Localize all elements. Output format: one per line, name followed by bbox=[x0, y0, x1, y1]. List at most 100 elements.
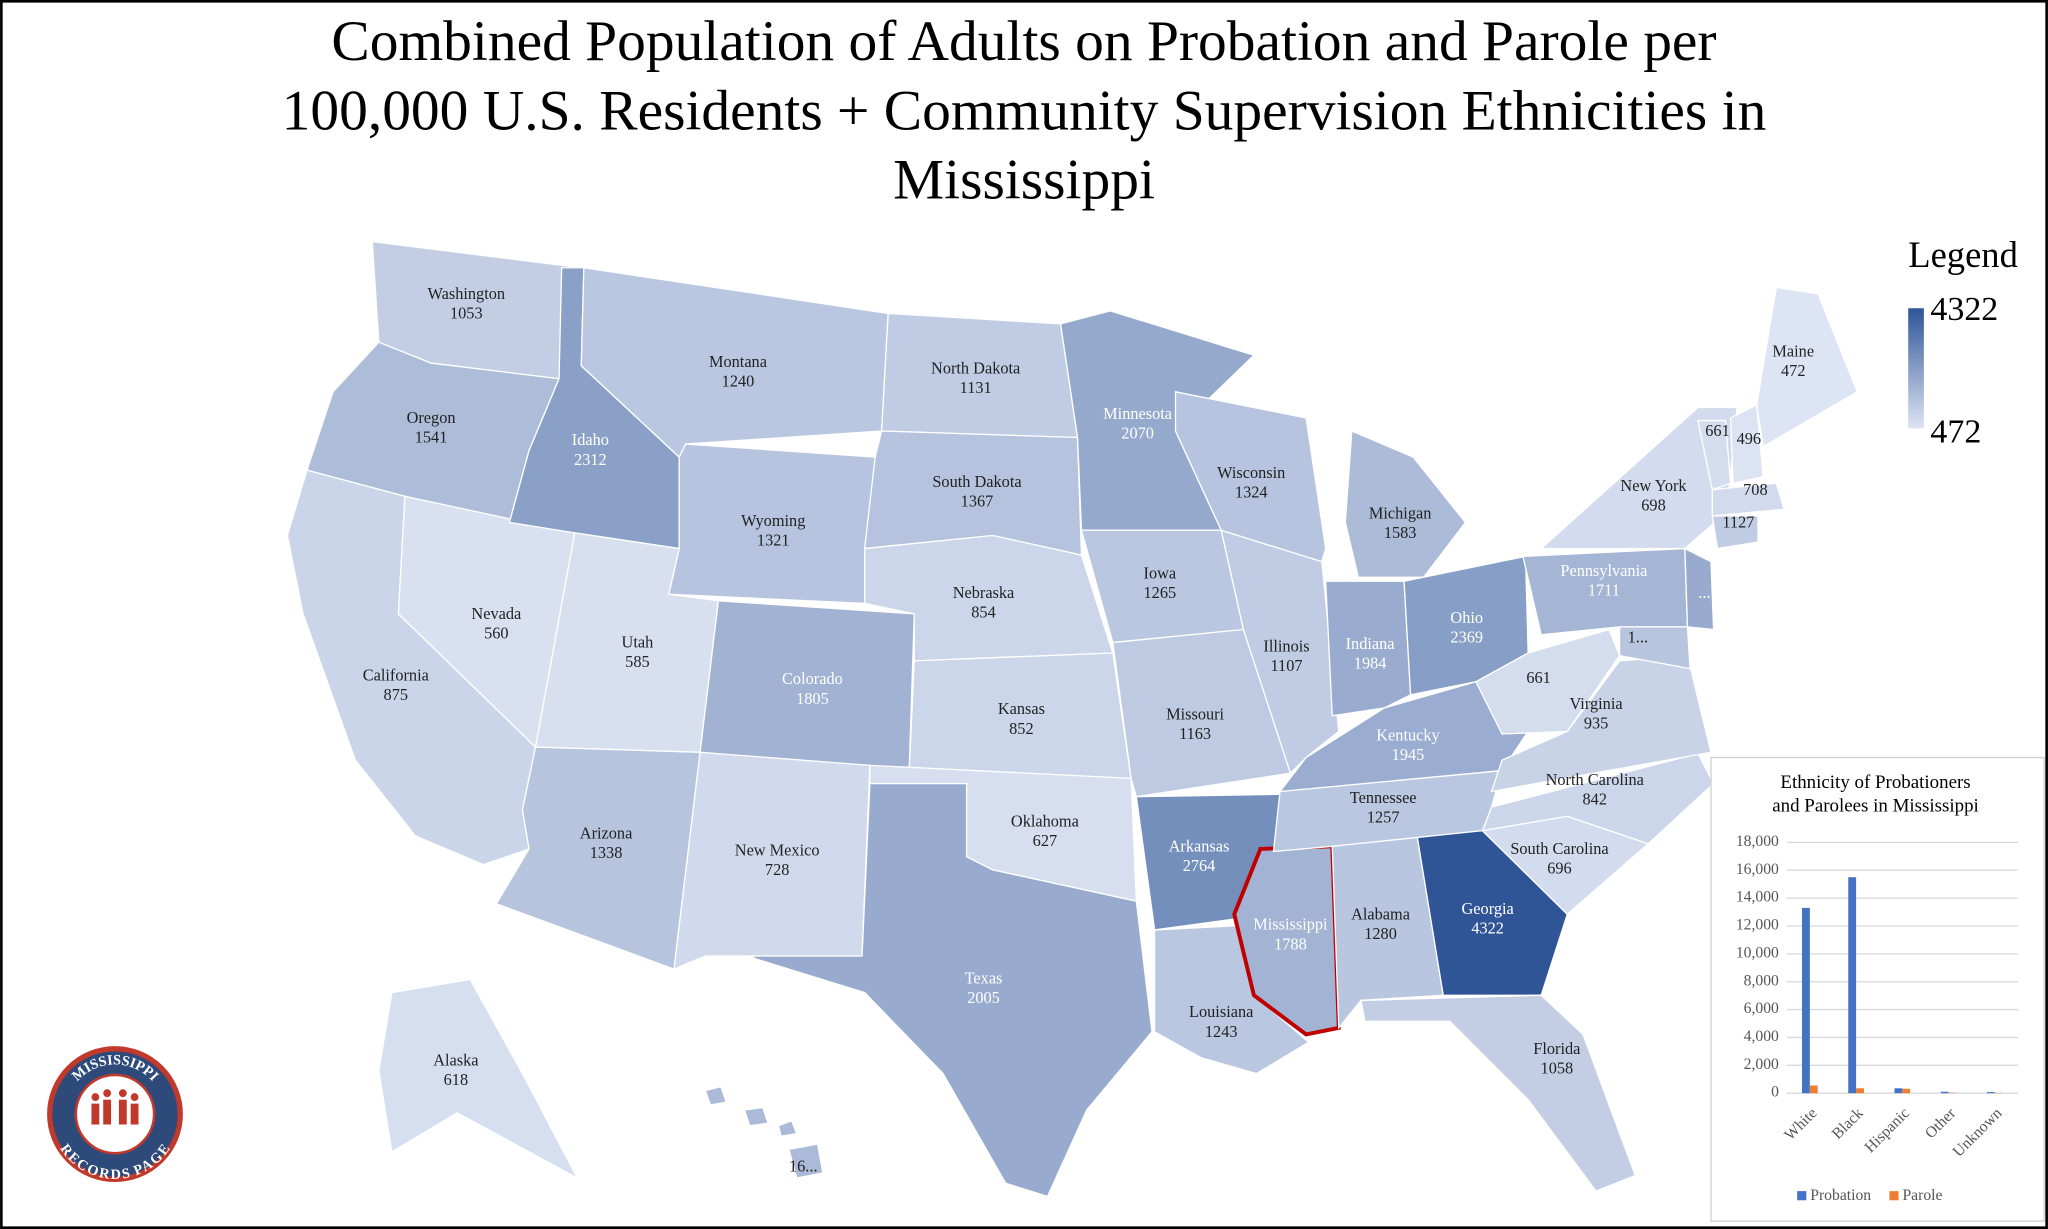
y-tick-label: 0 bbox=[1771, 1084, 1779, 1101]
state-name: Virginia bbox=[1570, 694, 1624, 713]
state-name: Idaho bbox=[572, 430, 609, 449]
state-value: 1127 bbox=[1722, 512, 1754, 531]
state bbox=[1174, 391, 1327, 563]
bar bbox=[1809, 1085, 1818, 1094]
legend-swatch bbox=[1889, 1191, 1899, 1201]
state-value: 1243 bbox=[1205, 1022, 1238, 1041]
state-name: Colorado bbox=[782, 669, 843, 688]
y-tick-label: 6,000 bbox=[1744, 1000, 1779, 1017]
y-tick-label: 18,000 bbox=[1736, 833, 1779, 850]
state-name: Tennessee bbox=[1350, 788, 1417, 807]
state-value: 1541 bbox=[415, 428, 448, 447]
y-tick-label: 12,000 bbox=[1736, 917, 1779, 934]
state-name: Georgia bbox=[1462, 899, 1515, 918]
state-name: Arizona bbox=[580, 823, 633, 842]
state-name: New York bbox=[1620, 476, 1687, 495]
legend-label: Probation bbox=[1810, 1187, 1871, 1204]
state-name: Oklahoma bbox=[1011, 812, 1080, 831]
state bbox=[1711, 515, 1759, 550]
state-name: Minnesota bbox=[1103, 404, 1173, 423]
y-tick-label: 4,000 bbox=[1744, 1028, 1779, 1045]
legend: Legend 4322 472 bbox=[1908, 234, 2018, 451]
state-value: 1805 bbox=[796, 689, 829, 708]
state-value: 2070 bbox=[1121, 424, 1154, 443]
state-value: 1053 bbox=[450, 304, 483, 323]
state-name: Illinois bbox=[1263, 637, 1309, 656]
logo-figures bbox=[91, 1089, 139, 1125]
bar bbox=[1940, 1091, 1949, 1094]
state-name: Washington bbox=[428, 284, 506, 303]
state-value: 708 bbox=[1743, 480, 1767, 499]
state-value: 661 bbox=[1526, 668, 1550, 687]
state-name: Alabama bbox=[1351, 904, 1411, 923]
state-value: 627 bbox=[1033, 831, 1057, 850]
state-value: 698 bbox=[1641, 496, 1665, 515]
state bbox=[1697, 419, 1732, 491]
state-value: 875 bbox=[384, 685, 408, 704]
state bbox=[1360, 994, 1637, 1192]
state-name: California bbox=[363, 665, 430, 684]
state bbox=[378, 978, 579, 1180]
state-name: Alaska bbox=[433, 1051, 479, 1070]
legend-max: 4322 bbox=[1930, 291, 1998, 328]
state-name: Kentucky bbox=[1376, 725, 1440, 744]
state-value: 842 bbox=[1583, 789, 1607, 808]
legend-min: 472 bbox=[1930, 414, 1981, 451]
state-name: Iowa bbox=[1144, 563, 1177, 582]
state-name: Louisiana bbox=[1189, 1002, 1254, 1021]
bar bbox=[1986, 1092, 1995, 1094]
bar bbox=[1848, 877, 1857, 1094]
state-name: Wyoming bbox=[741, 511, 805, 530]
state-name: North Dakota bbox=[931, 358, 1021, 377]
state-value: 472 bbox=[1781, 361, 1805, 380]
state-value: 585 bbox=[625, 652, 649, 671]
state-name: Pennsylvania bbox=[1560, 561, 1648, 580]
state-name: Michigan bbox=[1369, 503, 1432, 522]
inset-title: and Parolees in Mississippi bbox=[1772, 795, 1979, 816]
state-name: New Mexico bbox=[735, 840, 820, 859]
state-value: 661 bbox=[1705, 421, 1729, 440]
state-name: Texas bbox=[965, 968, 1003, 987]
state-value: 1163 bbox=[1179, 724, 1211, 743]
y-tick-label: 10,000 bbox=[1736, 944, 1779, 961]
bar bbox=[1856, 1088, 1864, 1094]
state-value: 16... bbox=[789, 1156, 818, 1175]
state-name: South Dakota bbox=[932, 472, 1022, 491]
state-island bbox=[743, 1106, 769, 1127]
state-value: ... bbox=[1698, 583, 1710, 602]
title-line: Mississippi bbox=[893, 149, 1155, 212]
state-value: 1265 bbox=[1144, 583, 1177, 602]
bar bbox=[1894, 1088, 1903, 1094]
state-value: 1711 bbox=[1588, 580, 1620, 599]
inset-chart: Ethnicity of Probationers and Parolees i… bbox=[1710, 756, 2045, 1222]
state-value: 1... bbox=[1628, 627, 1648, 646]
state-value: 1367 bbox=[961, 492, 994, 511]
y-tick-label: 16,000 bbox=[1736, 861, 1779, 878]
state-value: 2312 bbox=[574, 450, 607, 469]
state-name: Montana bbox=[709, 352, 768, 371]
state-value: 496 bbox=[1737, 429, 1761, 448]
state-name: Nevada bbox=[471, 604, 522, 623]
legend-swatch bbox=[1797, 1191, 1807, 1201]
state bbox=[704, 1085, 728, 1106]
inset-frame bbox=[1710, 756, 2045, 1222]
title-line: Combined Population of Adults on Probati… bbox=[331, 10, 1716, 73]
y-tick-label: 14,000 bbox=[1736, 889, 1779, 906]
state-value: 728 bbox=[765, 860, 789, 879]
state-value: 560 bbox=[484, 623, 508, 642]
legend-label: Parole bbox=[1902, 1187, 1942, 1204]
bar bbox=[1802, 907, 1810, 1094]
state bbox=[1112, 628, 1292, 798]
state-value: 2005 bbox=[967, 988, 1000, 1007]
state-name: North Carolina bbox=[1546, 770, 1645, 789]
legend-bar bbox=[1908, 308, 1924, 429]
inset-title: Ethnicity of Probationers bbox=[1780, 772, 1970, 793]
state-value: 1131 bbox=[960, 378, 992, 397]
state-value: 1984 bbox=[1354, 654, 1387, 673]
state bbox=[1756, 286, 1859, 448]
state-name: Oregon bbox=[407, 408, 456, 427]
state bbox=[1684, 547, 1715, 631]
state-value: 696 bbox=[1547, 859, 1571, 878]
